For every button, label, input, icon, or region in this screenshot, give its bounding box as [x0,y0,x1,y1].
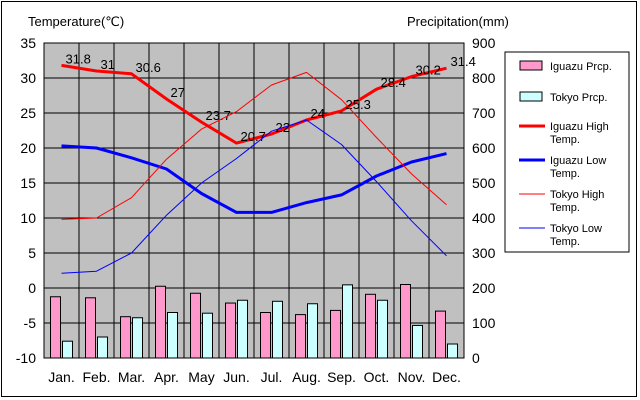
temp-line [61,71,447,220]
x-tick-label: Jul. [261,369,283,385]
precip-bar [97,336,108,359]
x-tick-label: Oct. [364,369,390,385]
x-tick-label: Mar. [118,369,145,385]
legend-swatch [519,91,543,102]
legend-label: Tokyo Prcp. [550,92,607,104]
data-label: 31 [101,57,115,72]
precip-bar [190,292,201,359]
precip-bar [132,317,143,359]
precip-bar [85,297,96,359]
right-tick-label: 400 [472,210,496,226]
right-tick-label: 800 [472,70,496,86]
precip-bar [120,316,131,359]
left-tick-label: 25 [20,105,36,121]
data-label: 27 [171,85,185,100]
data-label: 25.3 [346,97,371,112]
left-tick-label: 30 [20,70,36,86]
precip-bar [202,312,213,359]
temp-line [61,63,447,145]
precip-bar [237,299,248,359]
left-tick-label: 15 [20,175,36,191]
precip-bar [155,285,166,359]
x-tick-label: Feb. [82,369,110,385]
right-tick-label: 900 [472,35,496,51]
left-tick-label: 10 [20,210,36,226]
precip-bar [295,314,306,359]
right-tick-label: 700 [472,105,496,121]
precip-bar [260,312,271,359]
data-label: 30.2 [416,63,441,78]
precip-bar [225,302,236,359]
legend-label: Iguazu Low Temp. [550,155,606,180]
right-axis-title: Precipitation(mm) [407,14,509,29]
legend-label: Iguazu Prcp. [550,61,612,73]
x-tick-label: Apr. [154,369,179,385]
right-tick-label: 600 [472,140,496,156]
data-label: 23.7 [206,108,231,123]
precip-bar [167,312,178,359]
right-tick-label: 0 [472,350,480,366]
legend-label: Tokyo High Temp. [550,189,604,214]
precip-bar [272,300,283,359]
left-tick-label: -5 [24,315,37,331]
precip-bar [62,340,73,359]
precip-bar [50,296,61,359]
precip-bar [342,284,353,359]
temp-line [61,144,447,214]
precip-bar [307,303,318,359]
precip-bar [412,324,423,359]
x-tick-label: May [188,369,214,385]
data-label: 31.8 [66,51,91,66]
precip-bar [377,299,388,359]
left-tick-label: -10 [16,350,36,366]
precip-bar [447,343,458,359]
x-tick-label: Jan. [48,369,74,385]
right-tick-label: 200 [472,280,496,296]
x-tick-label: Dec. [432,369,461,385]
precip-bar [365,293,376,359]
left-tick-label: 5 [28,245,36,261]
precip-bar [400,284,411,359]
x-tick-label: Nov. [398,369,426,385]
precip-bar [330,309,341,359]
legend-swatch [519,60,543,71]
data-label: 28.4 [381,75,406,90]
precip-bar [435,310,446,359]
x-tick-label: Sep. [327,369,356,385]
right-tick-label: 300 [472,245,496,261]
legend-label: Tokyo Low Temp. [550,223,602,248]
data-label: 20.7 [241,129,266,144]
temp-line [61,119,447,274]
data-label: 31.4 [451,54,476,69]
data-label: 24 [311,106,325,121]
left-axis-title: Temperature(℃) [28,14,124,29]
legend-label: Iguazu High Temp. [550,121,609,146]
right-tick-label: 100 [472,315,496,331]
data-label: 30.6 [136,60,161,75]
x-tick-label: Aug. [292,369,321,385]
left-tick-label: 35 [20,35,36,51]
legend-box [504,51,630,253]
right-tick-label: 500 [472,175,496,191]
left-tick-label: 0 [28,280,36,296]
left-tick-label: 20 [20,140,36,156]
x-tick-label: Jun. [223,369,249,385]
